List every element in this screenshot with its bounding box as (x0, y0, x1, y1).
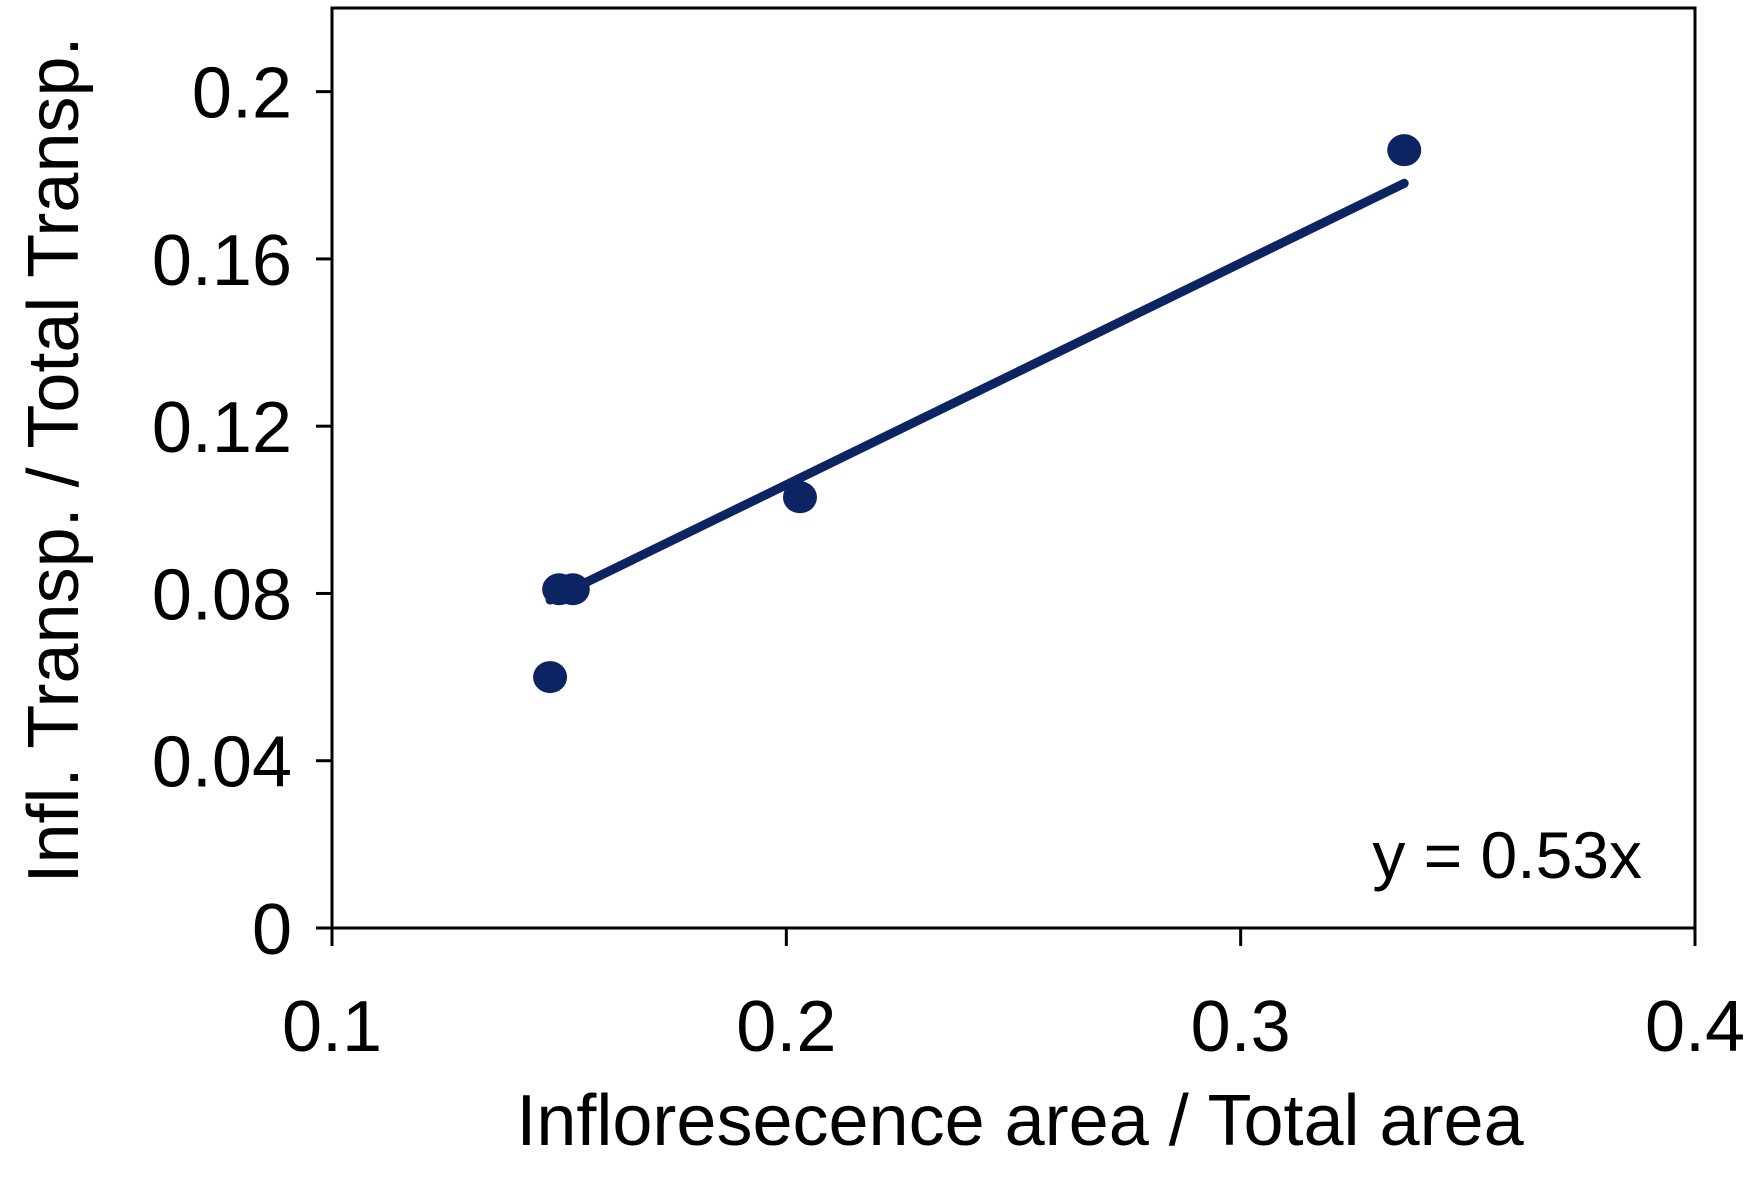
y-tick-label: 0.2 (192, 54, 292, 134)
x-tick-label: 0.3 (1191, 987, 1291, 1067)
data-points (533, 134, 1422, 694)
data-point (782, 481, 817, 514)
y-tick-label: 0.16 (152, 221, 292, 301)
plot-frame (330, 6, 1697, 930)
data-point (1387, 134, 1422, 167)
y-tick-label: 0.04 (152, 723, 292, 803)
y-axis-ticks: 0 0.04 0.08 0.12 0.16 0.2 (152, 54, 332, 970)
x-axis-ticks: 0.1 0.2 0.3 0.4 (282, 928, 1745, 1067)
x-tick-label: 0.2 (736, 987, 836, 1067)
data-point (555, 573, 590, 606)
y-tick-label: 0.08 (152, 555, 292, 635)
y-tick-label: 0 (252, 890, 292, 970)
plot-area (330, 6, 1697, 930)
x-tick-label: 0.1 (282, 987, 382, 1067)
y-axis-label: Infl. Transp. / Total Transp. (14, 36, 94, 883)
y-tick-label: 0.12 (152, 388, 292, 468)
trendline-group (545, 178, 1409, 605)
x-axis-label: Infloresecence area / Total area (516, 1081, 1524, 1161)
data-point (533, 661, 568, 694)
x-tick-label: 0.4 (1645, 987, 1745, 1067)
trendline (545, 178, 1409, 605)
trendline-equation: y = 0.53x (1372, 818, 1642, 892)
